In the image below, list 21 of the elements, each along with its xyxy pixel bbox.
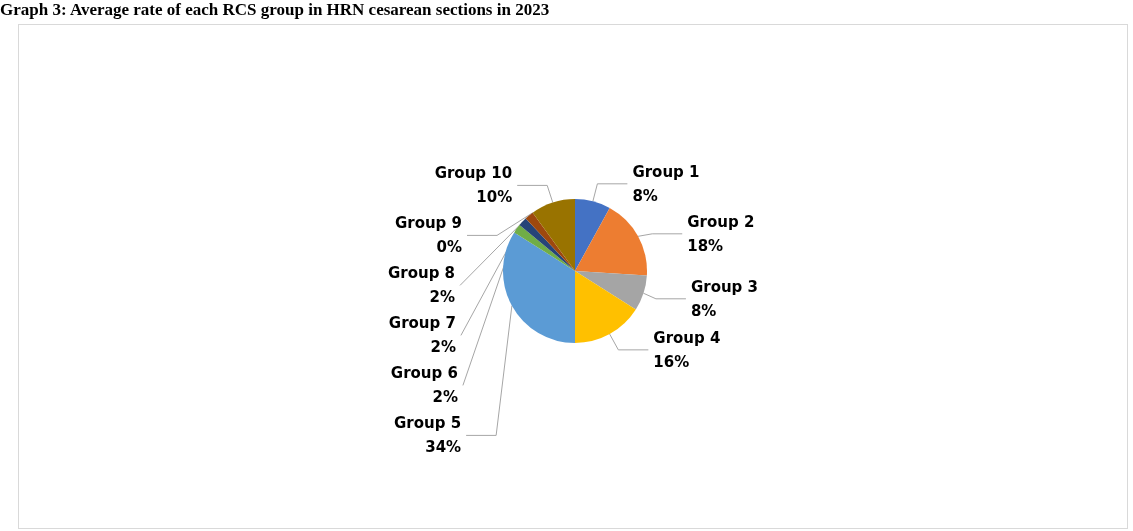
data-label: 34% — [425, 438, 462, 457]
data-label: 2% — [432, 388, 458, 407]
legend-label: Group 9 — [394, 214, 463, 233]
data-label: 8% — [632, 186, 658, 205]
data-label: 2% — [429, 288, 456, 307]
slice-label: Group 2 — [687, 212, 755, 231]
slice-label: Group 7 — [388, 314, 456, 333]
slice-label: Group 4 — [653, 328, 721, 347]
data-label: 2% — [430, 338, 456, 357]
data-label: 18% — [687, 236, 724, 255]
data-label: 8% — [690, 301, 717, 320]
slice-label: Group 3 — [690, 277, 759, 296]
text: 0% — [436, 238, 463, 257]
slice-label: Group 6 — [390, 364, 458, 383]
data-label: 16% — [653, 352, 690, 371]
data-label: 10% — [476, 188, 513, 207]
slice-label: Group 8 — [387, 264, 456, 283]
slice-label: Group 5 — [394, 414, 462, 433]
chart-title: Graph 3: Average rate of each RCS group in HRN cesarean sections in 2023 — [0, 0, 550, 20]
slice-label: Group 10 — [434, 164, 513, 183]
slice-label: Group 1 — [632, 162, 700, 181]
